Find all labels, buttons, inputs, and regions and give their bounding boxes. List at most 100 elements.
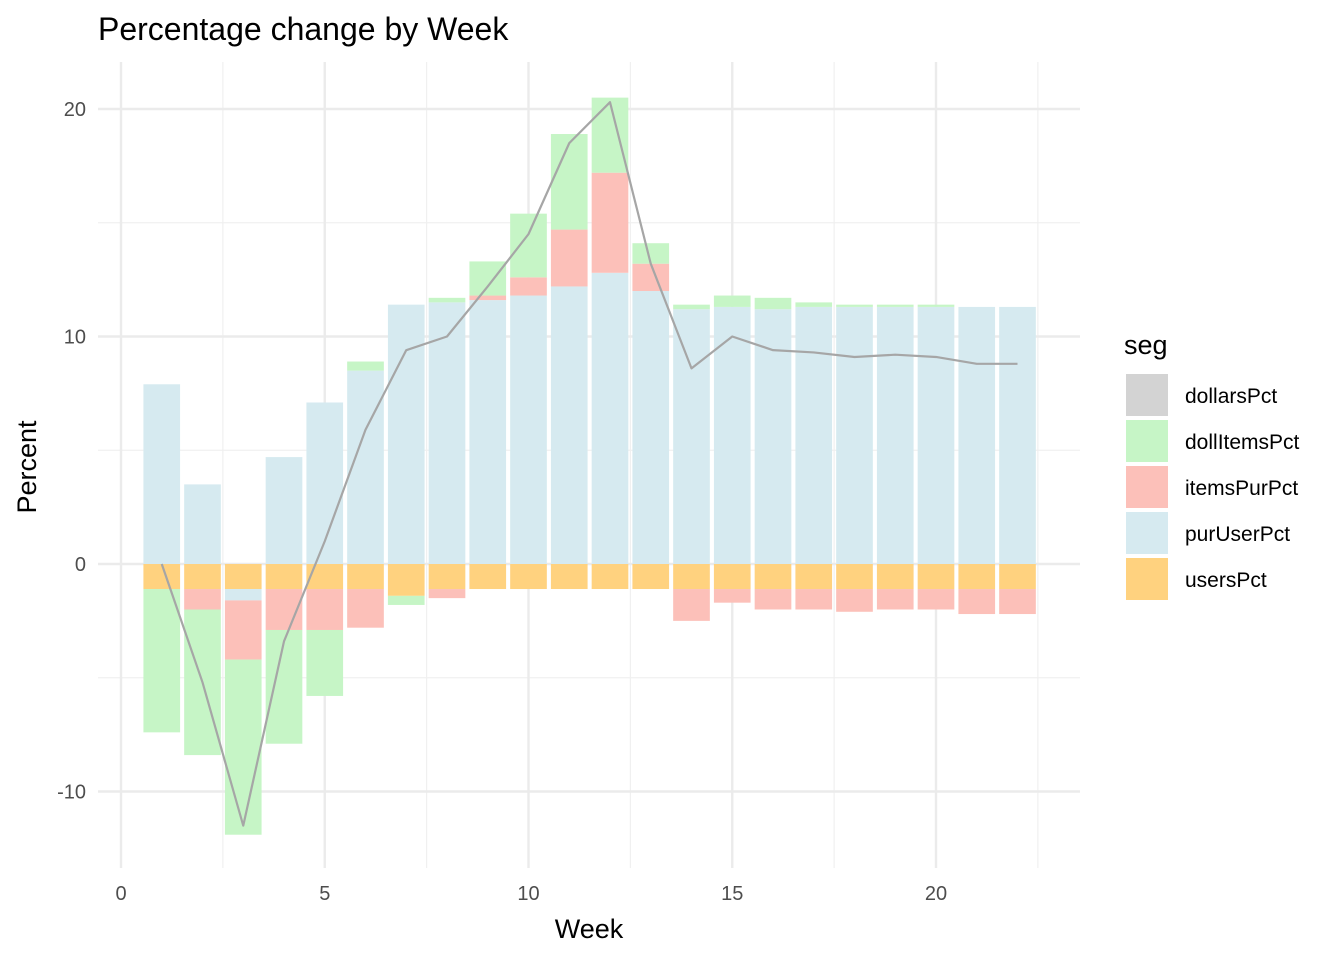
bar-dollItemsPct-week-18 xyxy=(836,304,873,307)
bar-purUserPct-week-22 xyxy=(999,306,1036,564)
legend-label-usersPct: usersPct xyxy=(1185,569,1267,592)
bar-purUserPct-week-11 xyxy=(550,286,588,564)
bar-purUserPct-week-17 xyxy=(795,306,833,564)
x-tick-label: 20 xyxy=(925,883,947,905)
bar-purUserPct-week-12 xyxy=(591,272,629,564)
bar-purUserPct-week-14 xyxy=(673,309,710,564)
bar-purUserPct-week-3 xyxy=(224,589,262,601)
bar-usersPct-week-11 xyxy=(550,564,588,590)
bar-usersPct-week-4 xyxy=(265,564,303,590)
legend-title: seg xyxy=(1124,330,1168,360)
bar-usersPct-week-5 xyxy=(306,564,344,590)
bar-usersPct-week-22 xyxy=(999,564,1036,590)
bar-usersPct-week-16 xyxy=(754,564,792,590)
x-tick-label: 0 xyxy=(115,883,126,905)
bar-itemsPurPct-week-16 xyxy=(754,589,792,610)
bar-usersPct-week-10 xyxy=(510,564,547,590)
bar-usersPct-week-15 xyxy=(713,564,751,590)
legend-key-itemsPurPct xyxy=(1126,466,1168,508)
bar-usersPct-week-8 xyxy=(428,564,466,590)
legend-label-purUserPct: purUserPct xyxy=(1185,523,1290,546)
bar-purUserPct-week-19 xyxy=(876,306,914,564)
y-tick-label: 10 xyxy=(64,327,86,349)
bar-purUserPct-week-5 xyxy=(306,402,344,564)
bar-itemsPurPct-week-14 xyxy=(673,589,710,621)
bar-usersPct-week-21 xyxy=(958,564,996,590)
bar-purUserPct-week-13 xyxy=(632,291,670,564)
bar-purUserPct-week-9 xyxy=(469,300,507,564)
x-axis-title: Week xyxy=(555,914,624,944)
bar-dollItemsPct-week-1 xyxy=(143,589,181,733)
bar-purUserPct-week-1 xyxy=(143,384,181,564)
bar-usersPct-week-19 xyxy=(876,564,914,590)
legend-label-dollarsPct: dollarsPct xyxy=(1185,385,1277,408)
bar-itemsPurPct-week-6 xyxy=(347,589,384,628)
bar-dollItemsPct-week-20 xyxy=(917,304,955,307)
bar-itemsPurPct-week-3 xyxy=(224,600,262,660)
bar-itemsPurPct-week-19 xyxy=(876,589,914,610)
total-line-path xyxy=(160,101,1018,827)
bar-itemsPurPct-week-17 xyxy=(795,589,833,610)
total-line xyxy=(160,101,1018,827)
legend-label-itemsPurPct: itemsPurPct xyxy=(1185,477,1298,500)
bar-dollItemsPct-week-8 xyxy=(428,297,466,303)
legend: seg dollarsPct dollItemsPct itemsPurPct pur… xyxy=(1124,330,1300,600)
bar-itemsPurPct-week-13 xyxy=(632,263,670,291)
bar-dollItemsPct-week-13 xyxy=(632,243,670,264)
bar-dollItemsPct-week-12 xyxy=(591,97,629,173)
bar-usersPct-week-20 xyxy=(917,564,955,590)
bar-usersPct-week-3 xyxy=(224,564,262,590)
bar-dollItemsPct-week-3 xyxy=(224,659,262,835)
bar-purUserPct-week-15 xyxy=(713,306,751,564)
bar-usersPct-week-17 xyxy=(795,564,833,590)
bar-itemsPurPct-week-9 xyxy=(469,295,507,301)
bars xyxy=(143,97,1036,835)
bar-dollItemsPct-week-6 xyxy=(347,361,384,371)
legend-key-dollItemsPct xyxy=(1126,420,1168,462)
bar-purUserPct-week-8 xyxy=(428,302,466,564)
legend-key-dollarsPct xyxy=(1126,374,1168,416)
bar-dollItemsPct-week-14 xyxy=(673,304,710,310)
x-tick-label: 15 xyxy=(721,883,743,905)
y-axis-title: Percent xyxy=(12,420,42,514)
bar-itemsPurPct-week-20 xyxy=(917,589,955,610)
chart-title: Percentage change by Week xyxy=(98,11,509,47)
bar-usersPct-week-6 xyxy=(347,564,384,590)
bar-usersPct-week-7 xyxy=(387,564,425,596)
bar-dollItemsPct-week-19 xyxy=(876,304,914,307)
bar-dollItemsPct-week-10 xyxy=(510,213,547,278)
bar-purUserPct-week-10 xyxy=(510,295,547,564)
legend-label-dollItemsPct: dollItemsPct xyxy=(1185,431,1300,454)
bar-itemsPurPct-week-12 xyxy=(591,172,629,273)
bar-dollItemsPct-week-16 xyxy=(754,297,792,310)
bar-dollItemsPct-week-4 xyxy=(265,629,303,744)
bar-dollItemsPct-week-17 xyxy=(795,302,833,307)
bar-itemsPurPct-week-18 xyxy=(836,589,873,612)
bar-purUserPct-week-18 xyxy=(836,306,873,564)
bar-purUserPct-week-2 xyxy=(184,484,221,564)
y-tick-label: -10 xyxy=(57,782,86,804)
bar-itemsPurPct-week-21 xyxy=(958,589,996,615)
bar-purUserPct-week-7 xyxy=(387,304,425,564)
y-tick-label: 0 xyxy=(75,554,86,576)
bar-itemsPurPct-week-22 xyxy=(999,589,1036,615)
bar-purUserPct-week-16 xyxy=(754,309,792,564)
bar-usersPct-week-12 xyxy=(591,564,629,590)
tick-labels: 0 5 10 15 20 -10 0 10 20 xyxy=(57,99,947,905)
x-tick-label: 10 xyxy=(517,883,539,905)
bar-dollItemsPct-week-15 xyxy=(713,295,751,307)
bar-itemsPurPct-week-5 xyxy=(306,589,344,630)
x-tick-label: 5 xyxy=(319,883,330,905)
bar-usersPct-week-1 xyxy=(143,564,181,590)
bar-itemsPurPct-week-11 xyxy=(550,229,588,287)
bar-itemsPurPct-week-8 xyxy=(428,589,466,599)
bar-itemsPurPct-week-2 xyxy=(184,589,221,610)
bar-usersPct-week-2 xyxy=(184,564,221,590)
bar-usersPct-week-9 xyxy=(469,564,507,590)
bar-dollItemsPct-week-5 xyxy=(306,629,344,696)
bar-purUserPct-week-6 xyxy=(347,370,384,564)
bar-usersPct-week-14 xyxy=(673,564,710,590)
bar-usersPct-week-13 xyxy=(632,564,670,590)
bar-purUserPct-week-4 xyxy=(265,457,303,564)
